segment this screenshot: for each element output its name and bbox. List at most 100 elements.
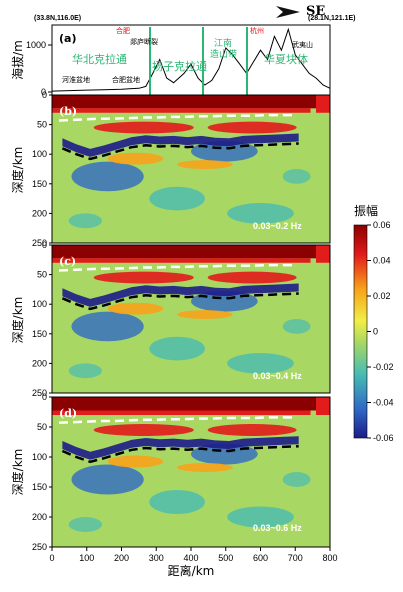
edge-anomaly bbox=[316, 95, 330, 113]
axis-ticks: 0501001502002500501001502002500501001502… bbox=[32, 90, 338, 563]
ytick-label: 100 bbox=[32, 452, 47, 462]
ytick-label: 50 bbox=[37, 422, 47, 432]
amplitude-anomaly bbox=[93, 121, 194, 134]
ytick-label: 100 bbox=[32, 299, 47, 309]
colorbar-tick-label: 0.02 bbox=[373, 291, 391, 301]
freq-label-d: 0.03~0.6 Hz bbox=[253, 523, 302, 533]
ytick-label: 250 bbox=[32, 238, 47, 248]
amplitude-anomaly bbox=[177, 463, 233, 472]
panel-label-b: (b) bbox=[59, 105, 77, 118]
amplitude-anomaly bbox=[71, 161, 144, 192]
xtick-label: 300 bbox=[149, 553, 164, 563]
crust-band-lower bbox=[52, 258, 311, 263]
xtick-label: 400 bbox=[183, 553, 198, 563]
colorbar-tick-label: -0.02 bbox=[373, 362, 394, 372]
place-hefei-basin: 合肥盆地 bbox=[112, 75, 140, 84]
city-hangzhou: 杭州 bbox=[250, 26, 264, 35]
xtick-label: 700 bbox=[288, 553, 303, 563]
colorbar-tick-label: 0 bbox=[373, 327, 378, 337]
amplitude-anomaly bbox=[177, 310, 233, 319]
edge-anomaly bbox=[316, 397, 330, 415]
elevation-panel: (a) 合肥 杭州 郯庐断裂 武夷山 河淮盆地 合肥盆地 华北克拉通 扬子克拉通… bbox=[10, 24, 331, 97]
elev-ytick-1000: 1000 bbox=[26, 40, 46, 50]
amplitude-anomaly bbox=[93, 424, 194, 436]
place-tanlu-fault: 郯庐断裂 bbox=[130, 37, 158, 46]
amplitude-anomaly bbox=[207, 271, 297, 284]
crust-band bbox=[52, 95, 330, 109]
ytick-label: 0 bbox=[42, 240, 47, 250]
city-hefei: 合肥 bbox=[116, 26, 130, 35]
amplitude-anomaly bbox=[177, 160, 233, 169]
deep-interface-line bbox=[61, 444, 299, 464]
amplitude-anomaly bbox=[227, 203, 294, 224]
amplitude-anomaly bbox=[71, 311, 144, 342]
colorbar-tick-label: -0.04 bbox=[373, 398, 394, 408]
ytick-label: 0 bbox=[42, 90, 47, 100]
amplitude-anomaly bbox=[68, 213, 103, 229]
colorbar-title: 振幅 bbox=[354, 203, 378, 218]
block-north-china: 华北克拉通 bbox=[72, 52, 127, 66]
crust-band bbox=[52, 245, 330, 259]
elev-ytick-0: 0 bbox=[41, 87, 46, 97]
freq-label-c: 0.03~0.4 Hz bbox=[253, 371, 302, 381]
crust-band-lower bbox=[52, 108, 311, 113]
xtick-label: 100 bbox=[79, 553, 94, 563]
direction-label: SE bbox=[306, 4, 325, 19]
amplitude-anomaly bbox=[71, 464, 144, 495]
low-amplitude-band bbox=[62, 283, 299, 307]
block-cathaysia: 华夏块体 bbox=[264, 52, 308, 66]
colorbar-gradient bbox=[353, 224, 368, 439]
amplitude-anomaly bbox=[68, 517, 103, 532]
colorbar-tick-label: -0.06 bbox=[373, 433, 394, 443]
xtick-label: 800 bbox=[322, 553, 337, 563]
amplitude-anomaly bbox=[93, 271, 194, 284]
edge-anomaly bbox=[316, 245, 330, 263]
heatmap-panel-b bbox=[52, 95, 330, 243]
crust-band bbox=[52, 397, 330, 411]
amplitude-anomaly bbox=[282, 319, 311, 334]
ytick-label: 200 bbox=[32, 512, 47, 522]
depth-ylabel-b: 深度/km bbox=[10, 147, 25, 194]
amplitude-anomaly bbox=[68, 363, 103, 379]
panel-label-a: (a) bbox=[59, 32, 76, 45]
colorbar-tick-label: 0.06 bbox=[373, 220, 391, 230]
shallow-interface-line bbox=[58, 113, 296, 122]
place-wuyishan: 武夷山 bbox=[292, 40, 313, 49]
block-jiangnan-2: 造山带 bbox=[210, 48, 237, 60]
shallow-interface-line bbox=[58, 263, 296, 272]
ytick-label: 50 bbox=[37, 270, 47, 280]
ytick-label: 200 bbox=[32, 358, 47, 368]
place-henan-basin: 河淮盆地 bbox=[62, 75, 90, 84]
colorbar: 振幅 0.06 0.04 0.02 0 -0.02 -0.04 -0.06 bbox=[353, 203, 394, 443]
elevation-profile-line bbox=[51, 27, 331, 92]
amplitude-anomaly bbox=[149, 336, 205, 361]
deep-interface-line bbox=[61, 292, 299, 311]
colorbar-tick-label: 0.04 bbox=[373, 256, 391, 266]
start-coordinate: (33.8N,116.0E) bbox=[34, 15, 81, 22]
ytick-label: 250 bbox=[32, 542, 47, 552]
panel-label-d: (d) bbox=[59, 407, 77, 420]
heatmap-panel-c bbox=[52, 245, 330, 393]
x-axis-label: 距离/km bbox=[168, 563, 215, 578]
shallow-interface-line bbox=[58, 416, 296, 425]
deep-interface-line bbox=[61, 142, 299, 161]
low-amplitude-band bbox=[62, 133, 299, 157]
amplitude-anomaly bbox=[207, 424, 297, 436]
depth-ylabel-c: 深度/km bbox=[10, 297, 25, 344]
ytick-label: 100 bbox=[32, 149, 47, 159]
amplitude-anomaly bbox=[149, 186, 205, 211]
amplitude-anomaly bbox=[107, 455, 164, 468]
low-amplitude-band bbox=[62, 436, 299, 460]
amplitude-anomaly bbox=[107, 152, 164, 165]
xtick-label: 500 bbox=[218, 553, 233, 563]
ytick-label: 0 bbox=[42, 392, 47, 402]
block-yangtze: 扬子克拉通 bbox=[152, 59, 207, 73]
amplitude-anomaly bbox=[282, 169, 311, 184]
ytick-label: 150 bbox=[32, 179, 47, 189]
ytick-label: 250 bbox=[32, 388, 47, 398]
direction-arrow-icon bbox=[276, 6, 300, 18]
xtick-label: 600 bbox=[253, 553, 268, 563]
freq-label-b: 0.03~0.2 Hz bbox=[253, 221, 302, 231]
ytick-label: 200 bbox=[32, 208, 47, 218]
